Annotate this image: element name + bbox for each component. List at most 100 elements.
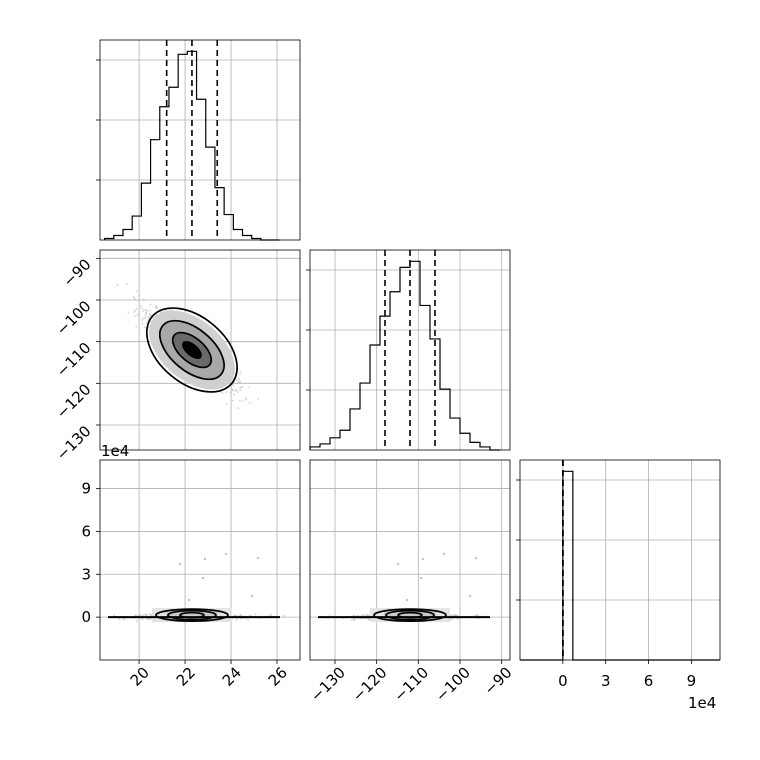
- sample-point: [123, 618, 125, 620]
- contour-line: [179, 611, 205, 619]
- sample-point: [238, 399, 241, 402]
- sample-point: [126, 282, 128, 285]
- contour-line: [167, 609, 217, 621]
- sample-point: [231, 399, 234, 402]
- sample-point: [142, 298, 145, 300]
- sample-point: [238, 381, 241, 384]
- outlier-point: [178, 562, 182, 566]
- x-tick-label: −120: [349, 664, 391, 706]
- scatter-panel-2: [309, 459, 511, 661]
- sample-point: [232, 383, 235, 386]
- density-fill: [165, 610, 218, 621]
- y-tick-label: 0: [81, 608, 91, 626]
- sample-point: [147, 315, 150, 318]
- sample-point: [232, 389, 234, 392]
- sample-point: [141, 307, 144, 310]
- scatter-content: [318, 552, 490, 623]
- y-offset-label: 1e4: [101, 442, 129, 460]
- outlier-point: [201, 576, 205, 580]
- contour-line: [155, 608, 229, 622]
- sample-point: [136, 314, 139, 316]
- x-offset-label: 1e4: [688, 694, 716, 712]
- sample-point: [135, 307, 138, 310]
- sample-point: [239, 614, 241, 617]
- sample-point: [142, 317, 145, 320]
- sample-point: [112, 614, 115, 617]
- sample-point: [362, 614, 365, 616]
- contour-line: [397, 611, 423, 619]
- sample-point: [138, 313, 141, 316]
- sample-point: [239, 389, 242, 391]
- x-tick-label: 9: [687, 672, 697, 690]
- sample-point: [142, 309, 145, 312]
- sample-point: [134, 614, 137, 617]
- sample-point: [241, 385, 244, 388]
- sample-point: [135, 290, 138, 293]
- sample-point: [116, 284, 119, 287]
- panel-frame: [309, 249, 511, 451]
- outlier-point: [468, 594, 472, 598]
- sample-point: [144, 314, 147, 317]
- histogram-panel-1: [306, 249, 511, 451]
- x-tick-label: 24: [219, 664, 245, 690]
- sample-point: [236, 390, 239, 393]
- outlier-point: [442, 552, 446, 556]
- y-tick-label: 3: [81, 565, 91, 583]
- sample-point: [257, 397, 260, 400]
- density-fill: [181, 341, 202, 359]
- histogram-panel-0: [96, 39, 301, 241]
- sample-point: [239, 386, 242, 389]
- scatter-content: [116, 282, 260, 410]
- y-tick-label: −100: [53, 297, 95, 339]
- sample-point: [127, 311, 130, 314]
- sample-point: [248, 386, 251, 389]
- sample-point: [144, 309, 146, 312]
- sample-point: [96, 619, 98, 621]
- sample-point: [248, 401, 251, 404]
- panel-frame: [99, 249, 301, 451]
- sample-point: [149, 309, 152, 312]
- sample-point: [350, 618, 353, 621]
- sample-point: [239, 371, 242, 374]
- sample-point: [238, 373, 241, 376]
- outlier-point: [256, 556, 260, 560]
- outlier-point: [250, 594, 254, 598]
- y-tick-label: −90: [59, 255, 94, 290]
- sample-point: [133, 314, 136, 317]
- sample-point: [155, 304, 158, 307]
- panel-frame: [99, 459, 301, 661]
- y-tick-label: −120: [53, 380, 95, 422]
- sample-point: [141, 323, 144, 325]
- sample-point: [254, 613, 257, 616]
- sample-point: [135, 325, 138, 328]
- x-tick-label: 20: [127, 664, 153, 690]
- sample-point: [143, 326, 146, 329]
- sample-point: [149, 303, 152, 306]
- sample-point: [225, 391, 228, 394]
- y-tick-label: 6: [81, 522, 91, 540]
- sample-point: [149, 617, 152, 620]
- sample-point: [244, 397, 247, 400]
- outlier-point: [421, 557, 425, 561]
- outlier-point: [405, 598, 409, 602]
- sample-point: [225, 402, 228, 405]
- sample-point: [137, 618, 140, 621]
- sample-point: [138, 294, 140, 297]
- sample-point: [270, 613, 273, 616]
- contour-line: [171, 331, 213, 369]
- outlier-point: [203, 557, 207, 561]
- x-tick-label: 6: [644, 672, 654, 690]
- sample-point: [145, 311, 148, 314]
- sample-point: [145, 613, 148, 616]
- sample-point: [352, 618, 355, 621]
- sample-point: [221, 391, 224, 394]
- sample-point: [147, 317, 150, 320]
- sample-point: [242, 399, 245, 402]
- sample-point: [141, 617, 144, 620]
- contour-line: [385, 609, 435, 621]
- sample-point: [148, 613, 151, 616]
- sample-point: [283, 614, 286, 617]
- x-tick-label: 0: [558, 672, 568, 690]
- y-tick-label: −110: [53, 339, 95, 381]
- outlier-point: [187, 598, 191, 602]
